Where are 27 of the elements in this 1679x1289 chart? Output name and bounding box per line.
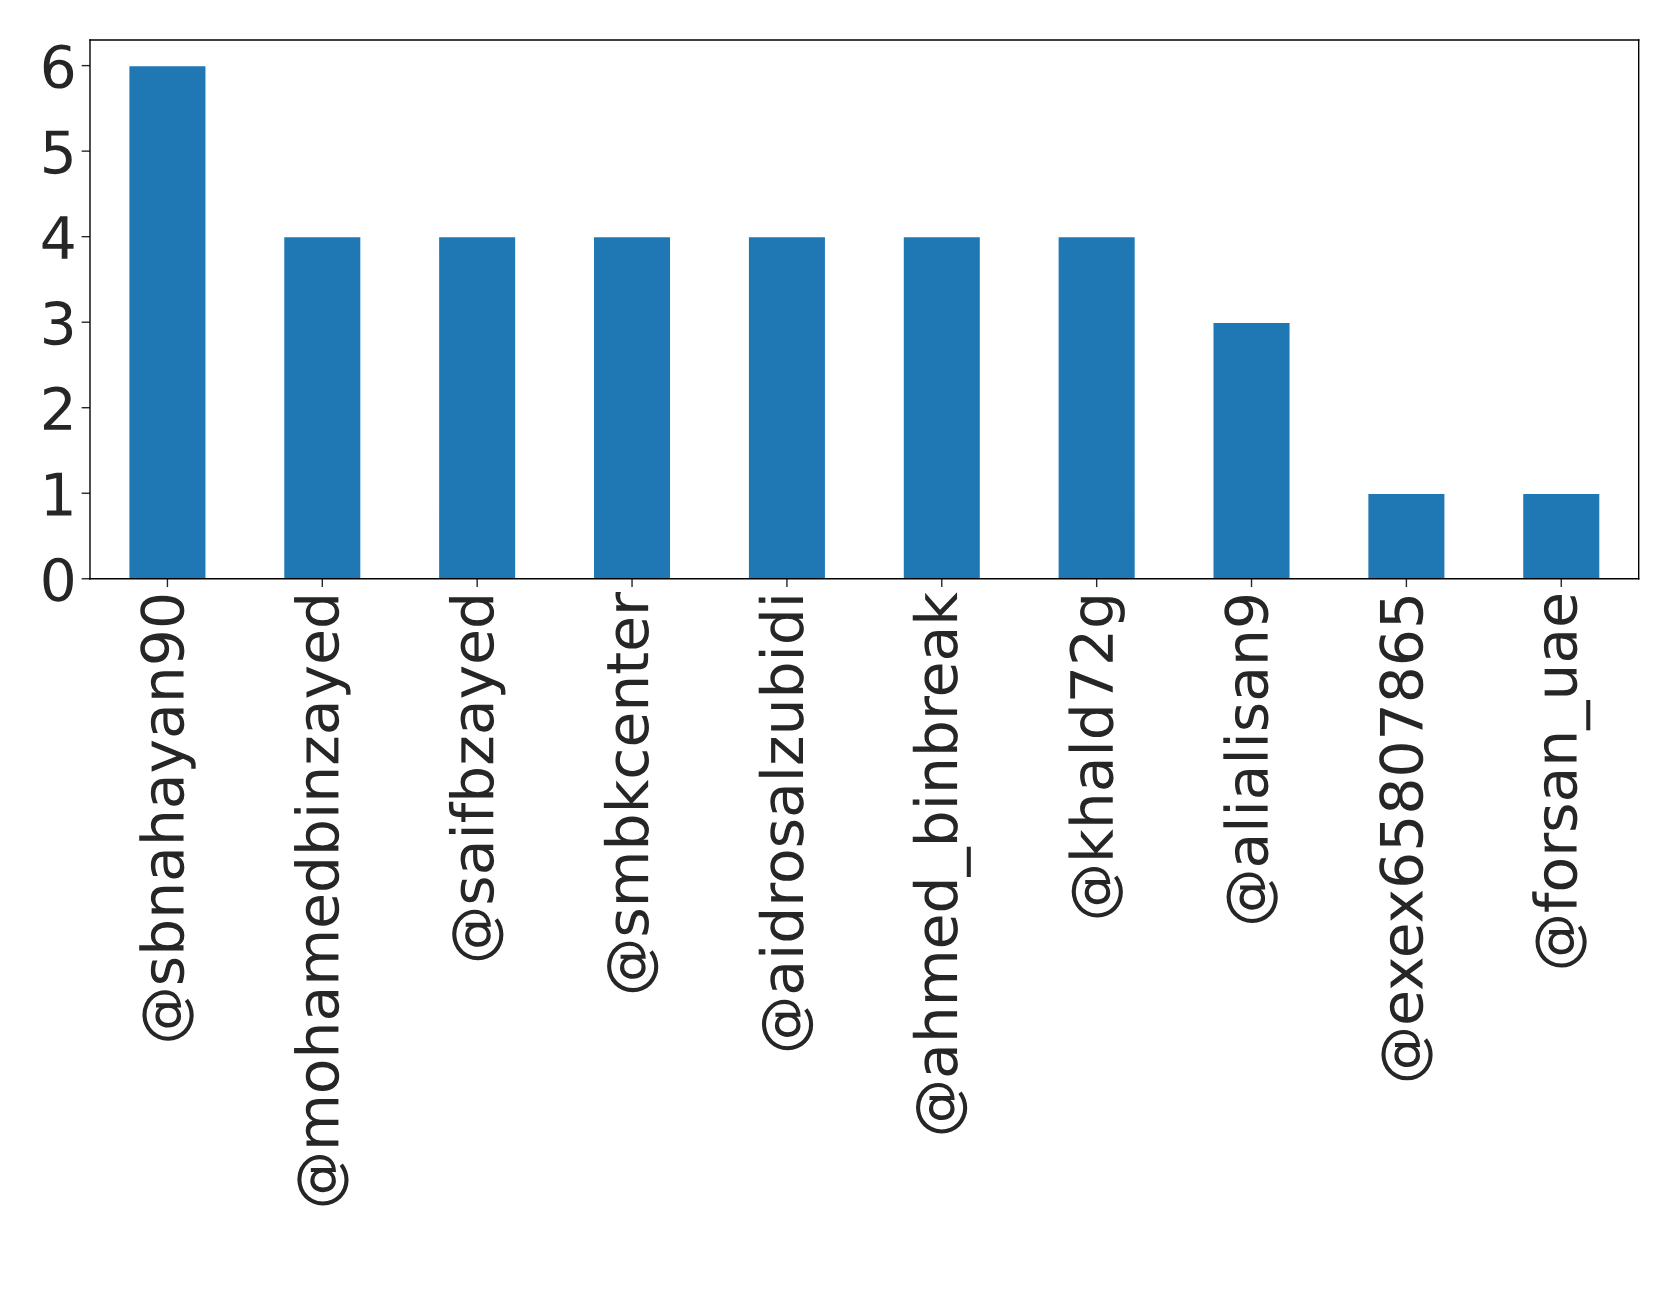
y-tick-label: 4	[42, 216, 74, 259]
y-tick-label: 1	[46, 472, 72, 516]
x-tick-label: @exex65807865	[1379, 597, 1433, 1081]
x-tick-label: @smbkcenter	[603, 591, 659, 993]
x-tick-label: @forsan_uae	[1532, 595, 1591, 968]
bar	[592, 235, 672, 579]
bar	[1057, 235, 1137, 579]
y-tick-label: 6	[43, 44, 74, 89]
bar	[1521, 492, 1601, 579]
bar	[437, 235, 517, 579]
y-tick-label: 5	[44, 130, 72, 175]
x-tick-label: @khald72g	[1068, 597, 1125, 918]
y-tick-label: 3	[44, 301, 73, 346]
x-tick-label: @alialisan9	[1223, 596, 1278, 923]
x-tick-label: @saifbzayed	[448, 597, 506, 961]
bar	[1212, 321, 1291, 579]
y-tick-label: 2	[43, 386, 71, 430]
x-tick-label: @aidrosalzubidi	[758, 597, 814, 1051]
bar	[1366, 492, 1446, 579]
bar	[282, 235, 362, 579]
bar	[747, 235, 827, 579]
x-tick-label: @ahmed_binbreak	[912, 592, 971, 1134]
x-tick-label: @mohamedbinzayed	[294, 597, 351, 1206]
bar	[902, 235, 982, 579]
bar	[128, 64, 207, 579]
x-tick-label: @sbnahayan90	[139, 595, 196, 1041]
y-tick-label: 0	[43, 557, 73, 602]
